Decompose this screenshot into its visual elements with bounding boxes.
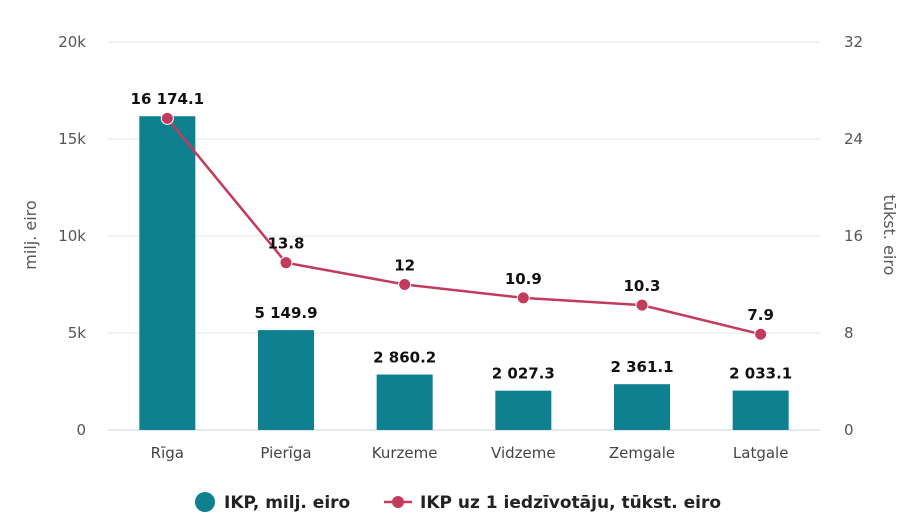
line-point[interactable] bbox=[635, 298, 649, 312]
bar-value-label: 2 033.1 bbox=[729, 365, 792, 383]
line-value-label: 7.9 bbox=[747, 306, 774, 324]
right-axis-title: tūkst. eiro bbox=[880, 195, 899, 276]
left-axis-title: milj. eiro bbox=[21, 200, 40, 269]
line-point[interactable] bbox=[754, 327, 768, 341]
bar[interactable] bbox=[732, 390, 789, 430]
left-tick-label: 0 bbox=[76, 421, 86, 439]
bar-value-label: 2 361.1 bbox=[610, 358, 673, 376]
line-path bbox=[166, 117, 761, 336]
bar-value-label: 16 174.1 bbox=[131, 90, 205, 108]
right-tick-label: 16 bbox=[844, 227, 863, 245]
gridlines bbox=[108, 41, 820, 431]
line-value-label: 12 bbox=[394, 257, 415, 275]
right-tick-label: 24 bbox=[844, 130, 863, 148]
legend-bar-label: IKP, milj. eiro bbox=[224, 493, 350, 513]
legend-item-line[interactable]: IKP uz 1 iedzīvotāju, tūkst. eiro bbox=[384, 493, 721, 513]
line-value-label: 13.8 bbox=[267, 235, 304, 253]
legend-bar-symbol bbox=[195, 492, 215, 512]
line-value-label: 10.9 bbox=[505, 270, 542, 288]
category-label: Vidzeme bbox=[491, 444, 556, 462]
bar[interactable] bbox=[258, 330, 314, 430]
category-label: Pierīga bbox=[260, 444, 311, 462]
legend[interactable]: IKP, milj. eiro IKP uz 1 iedzīvotāju, tūk… bbox=[195, 492, 721, 513]
line-point[interactable] bbox=[398, 278, 412, 291]
legend-line-label: IKP uz 1 iedzīvotāju, tūkst. eiro bbox=[420, 493, 721, 513]
bar-data-labels: 16 174.1 5 149.9 2 860.2 2 027.3 2 361.1 2 03… bbox=[131, 90, 793, 382]
category-labels: Rīga Pierīga Kurzeme Vidzeme Zemgale Latgale bbox=[151, 444, 789, 462]
left-tick-label: 5k bbox=[68, 324, 87, 342]
right-tick-label: 0 bbox=[844, 421, 854, 439]
line-data-labels: 13.8 12 10.9 10.3 7.9 bbox=[267, 235, 773, 325]
bar[interactable] bbox=[495, 390, 552, 430]
line-point[interactable] bbox=[279, 256, 293, 270]
right-tick-label: 32 bbox=[844, 33, 863, 51]
legend-item-bar[interactable]: IKP, milj. eiro bbox=[195, 492, 350, 513]
bar-value-label: 2 027.3 bbox=[492, 365, 555, 383]
line-series bbox=[160, 111, 768, 341]
line-value-label: 10.3 bbox=[623, 277, 660, 295]
bar-value-label: 2 860.2 bbox=[373, 349, 436, 367]
category-label: Latgale bbox=[733, 444, 789, 462]
legend-line-marker bbox=[392, 496, 404, 508]
left-tick-label: 20k bbox=[58, 33, 86, 51]
line-point[interactable] bbox=[516, 291, 530, 305]
left-axis-ticks: 0 5k 10k 15k 20k bbox=[58, 33, 86, 439]
bar[interactable] bbox=[139, 116, 196, 430]
bar-value-label: 5 149.9 bbox=[254, 304, 317, 322]
category-label: Kurzeme bbox=[372, 444, 438, 462]
bar-series bbox=[139, 116, 789, 430]
left-tick-label: 15k bbox=[58, 130, 86, 148]
left-tick-label: 10k bbox=[58, 227, 86, 245]
category-label: Rīga bbox=[151, 444, 184, 462]
right-axis-ticks: 0 8 16 24 32 bbox=[844, 33, 863, 439]
category-label: Zemgale bbox=[609, 444, 675, 462]
bar[interactable] bbox=[614, 384, 670, 430]
right-tick-label: 8 bbox=[844, 324, 854, 342]
line-point[interactable] bbox=[160, 111, 174, 125]
bar[interactable] bbox=[376, 374, 433, 430]
